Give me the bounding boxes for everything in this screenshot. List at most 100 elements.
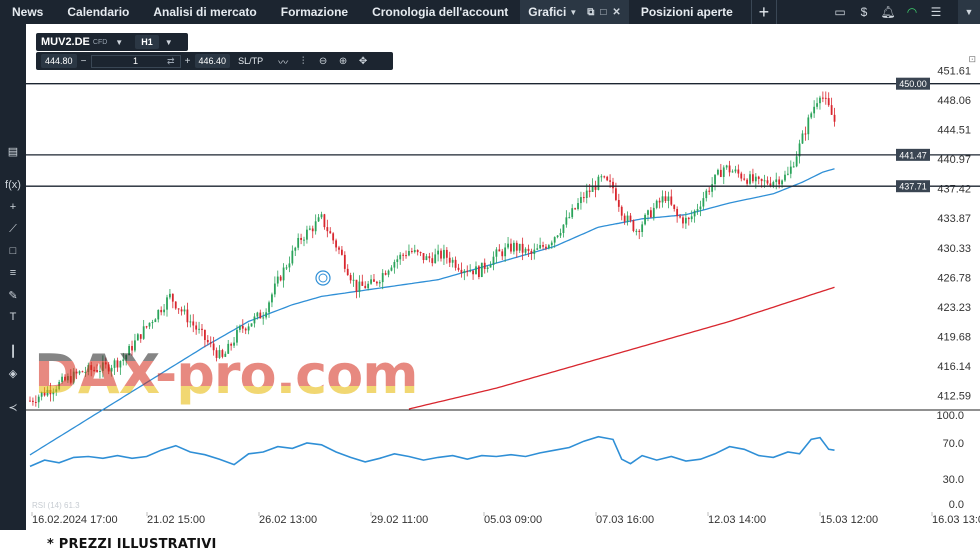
candle-body — [728, 165, 731, 173]
candle-body — [448, 257, 451, 263]
detach-window-icon[interactable]: ⧉ — [587, 6, 595, 18]
candle-body — [399, 254, 402, 260]
candle-body — [413, 250, 416, 252]
fibonacci-icon[interactable]: ≡ — [9, 267, 17, 279]
swap-icon[interactable]: ⇄ — [166, 55, 175, 66]
candle-body — [367, 283, 370, 289]
close-icon[interactable]: ✕ — [612, 6, 621, 18]
candle-body — [530, 250, 533, 254]
quantity-decrease-button[interactable]: − — [80, 55, 87, 67]
candle-body — [574, 208, 577, 210]
nav-tab-news[interactable]: News — [12, 5, 44, 19]
candle-body — [271, 294, 273, 303]
dropdown-caret-icon[interactable]: ▼ — [958, 0, 980, 24]
text-tool-icon[interactable]: T — [9, 311, 17, 323]
price-axis-label: 430.33 — [937, 243, 971, 255]
candle-body — [609, 180, 611, 182]
chart-area[interactable]: 451.61 448.06 444.51 440.97 437.42 433.87 430.… — [26, 24, 980, 530]
instrument-symbol[interactable]: MUV2.DE — [41, 36, 90, 48]
candle-body — [314, 221, 317, 232]
bell-icon[interactable]: 🔔︎ — [880, 5, 896, 19]
chevron-down-icon[interactable]: ▼ — [164, 37, 173, 47]
candle-body — [492, 256, 495, 266]
quantity-input[interactable]: 1 ⇄ — [90, 54, 181, 68]
candle-body — [134, 340, 136, 351]
nav-tab-open-positions[interactable]: Posizioni aperte — [640, 5, 733, 19]
candle-body — [75, 371, 78, 374]
price-axis-label: 416.14 — [937, 361, 971, 373]
rectangle-tool-icon[interactable]: □ — [9, 245, 17, 257]
candle-body — [186, 309, 189, 323]
line-chart-icon[interactable]: 〰 — [278, 57, 289, 69]
candle-body — [402, 254, 405, 256]
price-chart[interactable]: 451.61 448.06 444.51 440.97 437.42 433.87 430.… — [26, 24, 980, 530]
time-axis-label: 16.03 13:00 — [932, 514, 980, 526]
candle-body — [291, 250, 294, 264]
candle-body — [475, 266, 477, 275]
candle-body — [396, 259, 399, 262]
candle-body — [99, 371, 101, 373]
candle-body — [515, 242, 518, 251]
indicator-icon[interactable]: ⫶ — [301, 55, 305, 67]
time-axis-label: 12.03 14:00 — [708, 514, 766, 526]
candle-body — [378, 282, 381, 284]
candle-body — [483, 262, 486, 270]
candle-body — [306, 229, 308, 240]
sell-price-button[interactable]: 444.80 — [41, 54, 77, 68]
nav-tab-account-history[interactable]: Cronologia dell'account — [372, 5, 509, 19]
candle-body — [690, 216, 693, 220]
candle-body — [766, 180, 769, 184]
rsi-axis-label: 70.0 — [943, 438, 964, 450]
chart-type-icon[interactable]: ▤ — [7, 145, 19, 158]
nav-tab-calendar[interactable]: Calendario — [67, 5, 130, 19]
candle-body — [410, 250, 413, 252]
dollar-settings-icon[interactable]: $ — [860, 5, 868, 19]
candle-body — [215, 350, 218, 358]
nav-tab-education[interactable]: Formazione — [280, 5, 349, 19]
move-icon[interactable]: ✥ — [358, 55, 368, 67]
candle-body — [323, 214, 326, 228]
candle-body — [617, 199, 620, 207]
nav-tab-charts[interactable]: Grafici ▼ ⧉ □ ✕ — [520, 0, 629, 24]
price-axis-label: 423.23 — [937, 302, 971, 314]
hamburger-menu-icon[interactable]: ☰ — [930, 5, 942, 19]
quantity-increase-button[interactable]: + — [184, 55, 191, 67]
share-icon[interactable]: ≺ — [8, 401, 18, 414]
zoom-in-icon[interactable]: ⊕ — [338, 55, 348, 67]
candle-body — [641, 224, 644, 232]
timeframe-selector[interactable]: H1 — [135, 35, 159, 49]
expand-chart-icon[interactable]: ⊡ — [968, 54, 976, 64]
candle-body — [445, 249, 448, 258]
chevron-down-icon[interactable]: ▼ — [569, 7, 578, 17]
candle-body — [454, 259, 457, 268]
pen-tool-icon[interactable]: ✎ — [8, 289, 18, 302]
instrument-selector[interactable]: MUV2.DE CFD ▼ H1 ▼ — [36, 33, 188, 51]
candle-body — [131, 345, 133, 351]
buy-price-button[interactable]: 446.40 — [194, 54, 231, 68]
candle-body — [489, 265, 492, 268]
chevron-down-icon[interactable]: ▼ — [115, 37, 124, 47]
maximize-icon[interactable]: □ — [600, 6, 607, 18]
candle-body — [148, 322, 151, 327]
candle-body — [588, 190, 591, 192]
candle-body — [577, 203, 579, 210]
candle-body — [93, 369, 96, 371]
candle-body — [49, 389, 52, 395]
candle-body — [801, 133, 804, 144]
candle-body — [192, 321, 195, 326]
crosshair-icon[interactable]: + — [9, 201, 17, 213]
layers-icon[interactable]: ◈ — [8, 367, 18, 380]
nav-tab-market-analysis[interactable]: Analisi di mercato — [153, 5, 257, 19]
candle-body — [233, 342, 235, 346]
add-tab-button[interactable]: + — [750, 0, 777, 24]
candle-body — [259, 312, 262, 319]
layout-panel-icon[interactable]: ▭ — [834, 5, 846, 19]
candles-icon[interactable]: ┃ — [9, 345, 17, 358]
indicators-icon[interactable]: f(x) — [5, 179, 21, 191]
zoom-out-icon[interactable]: ⊖ — [318, 55, 328, 67]
sl-tp-button[interactable]: SL/TP — [238, 56, 264, 66]
candle-body — [536, 248, 539, 250]
candle-body — [104, 362, 107, 365]
line-tool-icon[interactable]: ⟋ — [9, 222, 17, 235]
candle-body — [390, 267, 393, 271]
